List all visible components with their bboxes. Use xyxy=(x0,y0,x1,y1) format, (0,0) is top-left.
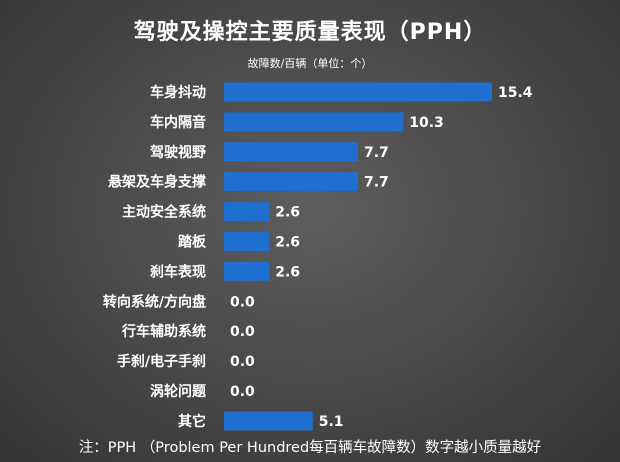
category-label: 悬架及车身支撑 xyxy=(107,174,206,191)
category-label: 转向系统/方向盘 xyxy=(103,293,206,310)
bars-layer: 车身抖动 15.4 车内隔音 10.3 驾驶视野 7.7 悬架及车身支撑 7.7 主动安全系统 2… xyxy=(103,82,533,431)
value-label: 2.6 xyxy=(275,264,300,280)
category-label: 行车辅助系统 xyxy=(121,323,206,340)
value-label: 5.1 xyxy=(319,414,344,430)
bar xyxy=(224,261,270,281)
category-label: 手刹/电子手刹 xyxy=(117,353,206,370)
bar xyxy=(224,202,270,222)
value-label: 2.6 xyxy=(275,205,300,221)
value-label: 15.4 xyxy=(498,85,533,101)
category-label: 驾驶视野 xyxy=(149,144,206,161)
category-label: 踏板 xyxy=(178,234,207,251)
value-label: 10.3 xyxy=(409,115,444,131)
value-label: 0.0 xyxy=(230,354,255,370)
bar xyxy=(224,82,492,102)
bar xyxy=(224,232,270,251)
unit-label: 故障数/百辆（单位：个） xyxy=(247,57,373,70)
bar xyxy=(224,142,358,162)
bar xyxy=(224,112,404,132)
footnote: 注：PPH （Problem Per Hundred每百辆车故障数）数字越小质量… xyxy=(78,440,542,456)
category-label: 车内隔音 xyxy=(150,114,206,131)
bar xyxy=(224,411,313,431)
value-label: 0.0 xyxy=(230,384,255,400)
category-label: 其它 xyxy=(178,413,206,430)
category-label: 车身抖动 xyxy=(150,84,206,101)
value-label: 2.6 xyxy=(275,235,300,251)
category-label: 涡轮问题 xyxy=(150,383,207,400)
chart-title: 驾驶及操控主要质量表现（PPH） xyxy=(133,20,487,45)
value-label: 0.0 xyxy=(230,294,255,310)
bar xyxy=(224,172,358,192)
category-label: 刹车表现 xyxy=(150,263,206,280)
category-label: 主动安全系统 xyxy=(122,204,206,221)
value-label: 7.7 xyxy=(364,145,389,161)
value-label: 0.0 xyxy=(230,324,255,340)
value-label: 7.7 xyxy=(364,175,389,191)
